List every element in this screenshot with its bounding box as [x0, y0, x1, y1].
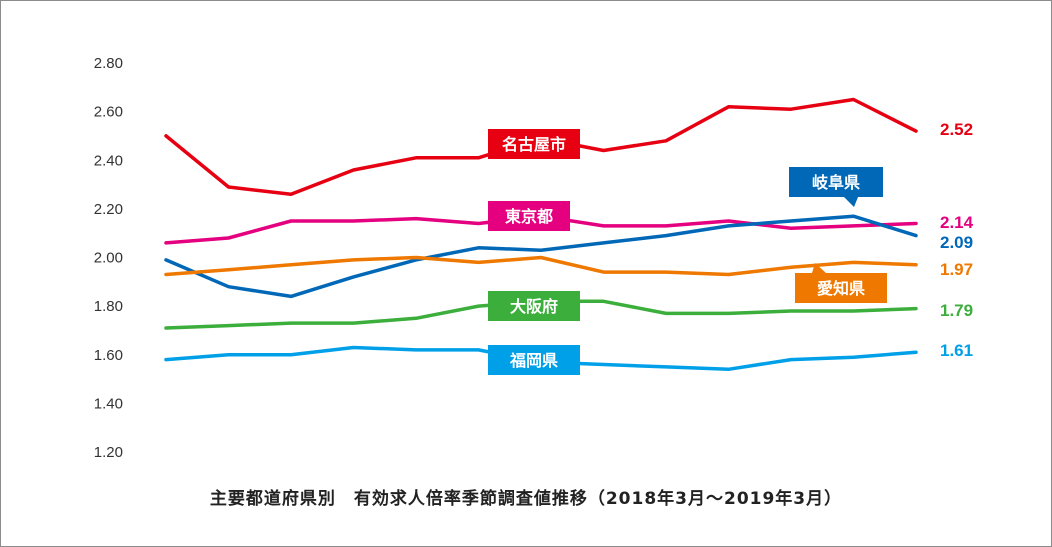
series-name-label: 東京都	[488, 201, 570, 231]
label-pointer	[812, 263, 826, 273]
y-tick-label: 1.60	[94, 347, 123, 364]
series-label-box	[795, 273, 887, 303]
series-end-value: 2.09	[940, 233, 973, 252]
y-tick-label: 2.60	[94, 104, 123, 121]
series-name-label: 福岡県	[488, 345, 580, 375]
series-label-text: 福岡県	[509, 351, 558, 370]
series-label-text: 名古屋市	[502, 135, 566, 154]
y-tick-label: 2.40	[94, 152, 123, 169]
y-tick-label: 2.80	[94, 55, 123, 72]
series-end-value: 1.97	[940, 260, 973, 279]
series-name-label: 愛知県	[795, 263, 887, 303]
y-tick-label: 1.40	[94, 395, 123, 412]
series-end-value: 1.61	[940, 341, 973, 360]
series-name-label: 岐阜県	[789, 167, 883, 207]
series-label-text: 東京都	[505, 207, 553, 226]
series-label-box	[488, 291, 580, 321]
series-label-box	[488, 201, 570, 231]
series-line	[164, 214, 918, 299]
y-tick-label: 1.20	[94, 444, 123, 461]
series-end-value: 2.52	[940, 120, 973, 139]
series-label-text: 愛知県	[817, 279, 865, 298]
chart-title: 主要都道府県別 有効求人倍率季節調査値推移（2018年3月～2019年3月）	[209, 489, 843, 509]
series-label-text: 岐阜県	[812, 173, 860, 192]
series-end-values: 2.52 2.142.09 1.97 1.79 1.61	[940, 120, 974, 360]
series-end-value: 1.79	[940, 301, 973, 320]
y-tick-label: 2.20	[94, 201, 123, 218]
y-tick-label: 2.00	[94, 250, 123, 267]
series-name-label: 名古屋市	[488, 129, 580, 159]
y-tick-label: 1.80	[94, 298, 123, 315]
label-pointer	[844, 197, 858, 207]
series-end-value: 2.14	[940, 213, 974, 232]
series-line	[164, 255, 918, 277]
series-label-box	[488, 345, 580, 375]
series-name-label: 大阪府	[488, 291, 580, 321]
y-axis-ticks: 2.80 2.60 2.40 2.20 2.00 1.80 1.60 1.40 1.20	[94, 55, 123, 461]
series-label-box	[789, 167, 883, 197]
series-label-text: 大阪府	[510, 297, 558, 316]
series-label-box	[488, 129, 580, 159]
